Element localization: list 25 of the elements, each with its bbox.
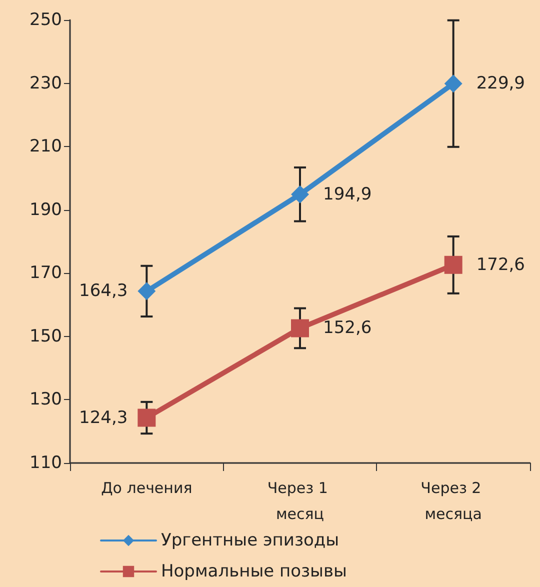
point xyxy=(138,282,156,300)
y-tick-label: 110 xyxy=(30,453,62,473)
y-tick-label: 150 xyxy=(30,326,62,346)
point xyxy=(291,185,309,204)
legend-label: Ургентные эпизоды xyxy=(161,530,340,550)
data-label: 172,6 xyxy=(476,254,526,275)
x-tick-label: Через 1 месяц xyxy=(267,479,333,523)
y-tick-label: 130 xyxy=(30,390,62,410)
data-label: 124,3 xyxy=(79,408,128,428)
y-tick-label: 250 xyxy=(30,10,62,30)
legend-label: Нормальные позывы xyxy=(161,562,347,582)
y-tick-label: 170 xyxy=(30,263,62,284)
point xyxy=(444,256,462,274)
x-tick-label: Через 2 месяца xyxy=(420,479,486,523)
point xyxy=(138,408,156,427)
data-label: 229,9 xyxy=(476,74,526,94)
data-label: 164,3 xyxy=(79,281,128,302)
data-label: 152,6 xyxy=(323,318,372,338)
point xyxy=(444,74,462,93)
x-tick-label: До лечения xyxy=(101,479,192,497)
point xyxy=(291,319,309,338)
y-tick-label: 210 xyxy=(30,136,62,157)
y-tick-label: 190 xyxy=(30,200,62,220)
data-label: 194,9 xyxy=(323,184,372,204)
y-tick-label: 230 xyxy=(30,73,62,94)
